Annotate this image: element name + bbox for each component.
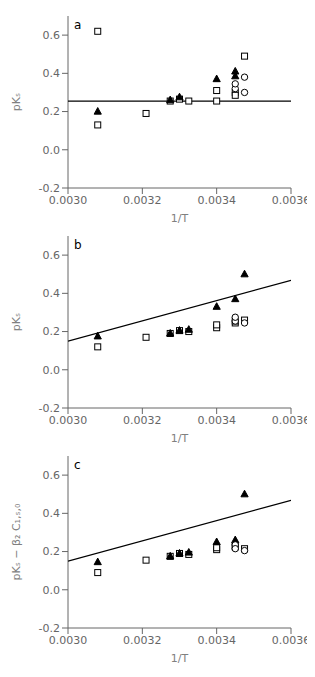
svg-text:-0.2: -0.2 xyxy=(39,182,60,195)
svg-text:0.2: 0.2 xyxy=(43,325,61,338)
svg-text:0.0030: 0.0030 xyxy=(49,414,88,427)
svg-text:-0.2: -0.2 xyxy=(39,622,60,635)
svg-text:0.0036: 0.0036 xyxy=(272,194,307,207)
html-text:a: a xyxy=(74,18,82,32)
svg-text:0.2: 0.2 xyxy=(43,105,61,118)
svg-text:0.0: 0.0 xyxy=(43,364,61,377)
svg-text:0.6: 0.6 xyxy=(43,469,61,482)
svg-text:0.0: 0.0 xyxy=(43,584,61,597)
svg-text:0.0030: 0.0030 xyxy=(49,634,88,647)
svg-text:-0.2: -0.2 xyxy=(39,402,60,415)
svg-text:0.0032: 0.0032 xyxy=(123,194,162,207)
svg-text:0.2: 0.2 xyxy=(43,545,61,558)
svg-text:0.6: 0.6 xyxy=(43,29,61,42)
svg-text:pKₛ: pKₛ xyxy=(10,93,23,111)
svg-text:0.0036: 0.0036 xyxy=(272,414,307,427)
svg-text:0.0036: 0.0036 xyxy=(272,634,307,647)
svg-text:0.0032: 0.0032 xyxy=(123,414,162,427)
svg-text:0.0032: 0.0032 xyxy=(123,634,162,647)
svg-text:1/T: 1/T xyxy=(171,652,189,664)
svg-text:0.4: 0.4 xyxy=(43,507,61,520)
svg-text:0.0034: 0.0034 xyxy=(197,634,236,647)
svg-text:0.0030: 0.0030 xyxy=(49,194,88,207)
svg-text:pKₛ: pKₛ xyxy=(10,313,23,331)
html-text:b: b xyxy=(74,238,82,252)
svg-text:pKₛ − β₂ C₁,ₛ,₀: pKₛ − β₂ C₁,ₛ,₀ xyxy=(10,503,23,581)
svg-text:0.0: 0.0 xyxy=(43,144,61,157)
svg-text:0.0034: 0.0034 xyxy=(197,194,236,207)
html-text:c: c xyxy=(74,458,81,472)
svg-text:1/T: 1/T xyxy=(171,212,189,224)
svg-text:0.6: 0.6 xyxy=(43,249,61,262)
svg-text:0.0034: 0.0034 xyxy=(197,414,236,427)
svg-text:1/T: 1/T xyxy=(171,432,189,444)
svg-text:0.4: 0.4 xyxy=(43,67,61,80)
svg-text:0.4: 0.4 xyxy=(43,287,61,300)
